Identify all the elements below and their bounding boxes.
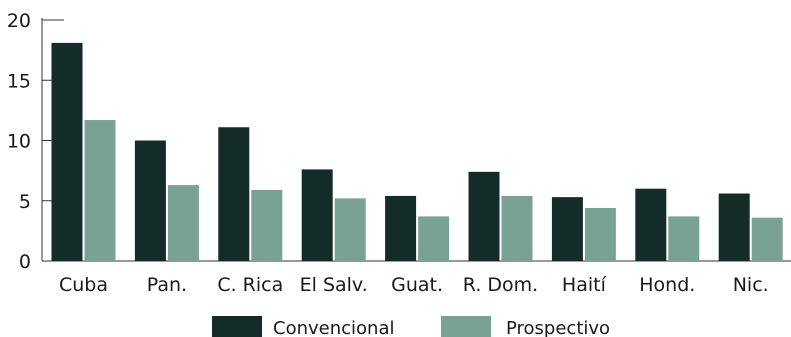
- bar-convencional: [51, 42, 83, 261]
- x-tick-label: Haití: [562, 274, 607, 296]
- bar-convencional: [134, 140, 166, 261]
- bar-convencional: [718, 193, 750, 261]
- y-tick-label: 10: [7, 131, 31, 153]
- bars: [51, 42, 783, 262]
- x-tick-label: Hond.: [639, 274, 695, 296]
- bar-prospectivo: [751, 217, 783, 261]
- bar-convencional: [301, 169, 333, 261]
- x-tick-label: Pan.: [147, 274, 187, 296]
- x-tick-label: C. Rica: [217, 274, 283, 296]
- bar-convencional: [218, 127, 250, 262]
- bar-prospectivo: [584, 207, 616, 261]
- bar-convencional: [551, 197, 583, 261]
- y-tick-label: 5: [19, 191, 31, 213]
- bar-prospectivo: [668, 216, 700, 261]
- x-tick-label: Nic.: [733, 274, 769, 296]
- bar-prospectivo: [251, 189, 283, 261]
- legend: Convencional Prospectivo: [212, 316, 610, 337]
- x-tick-label: Guat.: [391, 274, 443, 296]
- bar-prospectivo: [167, 185, 199, 261]
- y-tick-label: 0: [19, 251, 31, 273]
- y-tick-label: 15: [7, 70, 31, 92]
- legend-label-convencional: Convencional: [273, 318, 394, 337]
- y-tick-labels: 0 5 10 15 20: [7, 10, 31, 273]
- bar-convencional: [468, 171, 500, 261]
- bar-prospectivo: [501, 195, 533, 261]
- legend-label-prospectivo: Prospectivo: [506, 318, 610, 337]
- legend-swatch-convencional: [212, 316, 262, 337]
- y-tick-label: 20: [7, 10, 31, 32]
- x-tick-label: Cuba: [59, 274, 108, 296]
- x-tick-label: R. Dom.: [463, 274, 538, 296]
- x-tick-labels: Cuba Pan. C. Rica El Salv. Guat. R. Dom. Haití…: [59, 274, 769, 296]
- bar-prospectivo: [84, 120, 116, 261]
- x-tick-label: El Salv.: [300, 274, 368, 296]
- bar-prospectivo: [418, 216, 450, 261]
- bar-convencional: [385, 195, 417, 261]
- bar-convencional: [635, 188, 667, 261]
- legend-swatch-prospectivo: [441, 316, 491, 337]
- bar-prospectivo: [334, 198, 366, 261]
